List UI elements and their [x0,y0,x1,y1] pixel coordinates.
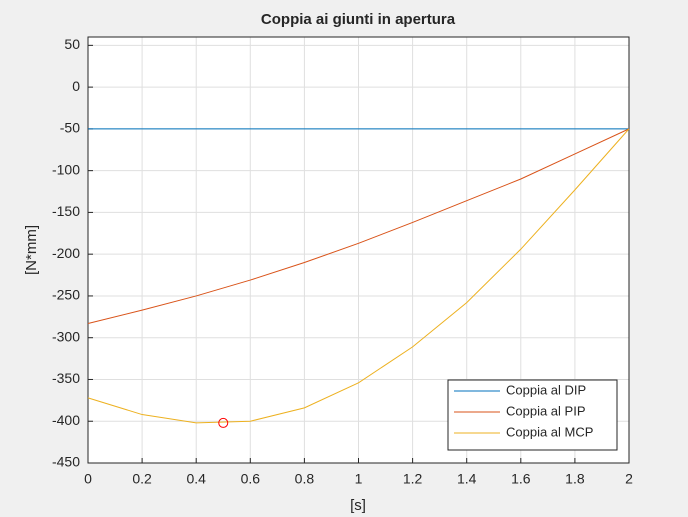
x-tick-label: 0.8 [295,471,315,487]
x-tick-label: 2 [625,471,633,487]
y-tick-label: -300 [52,328,80,344]
x-tick-label: 0.6 [241,471,261,487]
legend-label: Coppia al MCP [506,424,593,439]
legend-box [447,379,618,451]
y-tick-label: -350 [52,370,80,386]
legend-label: Coppia al PIP [506,403,586,418]
y-tick-label: -50 [60,120,80,136]
y-tick-label: -100 [52,161,80,177]
y-tick-label: 50 [64,36,80,52]
x-tick-label: 1.8 [565,471,585,487]
axes-box [87,36,630,464]
y-tick-label: -400 [52,412,80,428]
x-tick-label: 0.2 [132,471,152,487]
x-tick-label: 0.4 [186,471,206,487]
series-line [87,128,630,424]
series-line [87,128,630,324]
y-tick-label: 0 [72,78,80,94]
y-tick-label: -200 [52,245,80,261]
x-tick-label: 1 [355,471,363,487]
legend-label: Coppia al DIP [506,382,586,397]
y-tick-label: -150 [52,203,80,219]
x-tick-label: 1.6 [511,471,531,487]
y-tick-label: -250 [52,287,80,303]
x-tick-label: 1.4 [457,471,477,487]
x-tick-label: 0 [84,471,92,487]
y-tick-label: -450 [52,454,80,470]
point-marker [218,417,229,428]
x-tick-label: 1.2 [403,471,423,487]
y-axis-label: [N*mm] [23,225,40,275]
x-axis-label: [s] [350,497,366,514]
chart-title: Coppia ai giunti in apertura [261,11,456,28]
